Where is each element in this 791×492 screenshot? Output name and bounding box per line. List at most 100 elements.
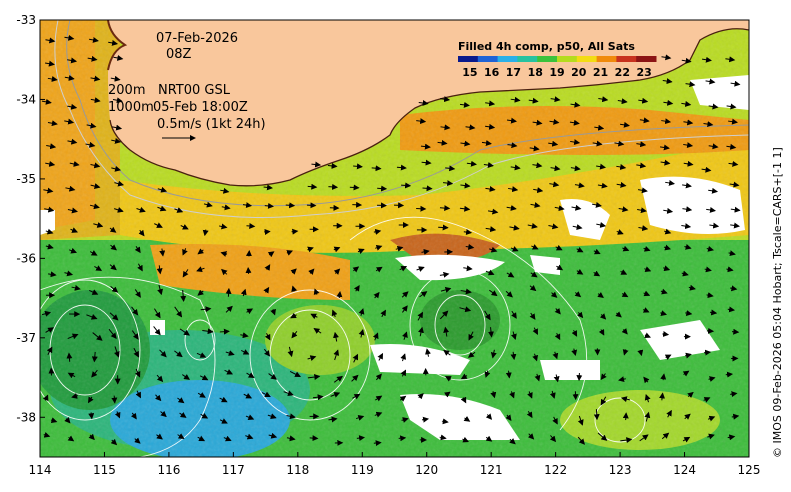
current-vector [113, 55, 124, 61]
current-vector [614, 140, 625, 147]
x-tick-label: 118 [286, 463, 309, 477]
current-vector [643, 245, 651, 252]
current-vector [156, 265, 163, 275]
current-vector [598, 329, 605, 336]
current-vector [621, 328, 628, 335]
current-vector [90, 162, 101, 169]
current-vector [644, 266, 652, 272]
current-vector [290, 312, 297, 319]
current-vector [401, 305, 408, 313]
current-vector [730, 222, 741, 229]
current-vector [286, 250, 293, 256]
current-vector [508, 186, 519, 193]
current-vector [485, 100, 496, 107]
current-vector [157, 284, 164, 296]
current-vector [576, 246, 584, 253]
current-vector [622, 245, 630, 252]
nrt-time-label: 05-Feb 18:00Z [153, 100, 248, 115]
current-vector [703, 349, 712, 356]
current-vector [597, 291, 604, 298]
current-vector [708, 143, 719, 150]
current-vector [375, 373, 382, 381]
current-vector [490, 391, 497, 399]
current-vector [155, 394, 162, 402]
current-vector [328, 183, 339, 190]
current-vector [87, 396, 94, 404]
current-vector [596, 221, 607, 228]
current-vector [90, 183, 101, 189]
current-vector [616, 164, 627, 170]
current-vector [483, 162, 494, 169]
current-vector [421, 416, 430, 423]
current-vector [598, 96, 609, 103]
current-vector [600, 373, 607, 381]
current-vector [307, 246, 314, 253]
current-vector [375, 395, 383, 402]
current-vector [507, 142, 518, 149]
current-vector [109, 264, 117, 271]
current-vector [637, 187, 648, 194]
current-vector [241, 349, 250, 355]
current-vector [47, 76, 58, 82]
current-vector [93, 222, 104, 228]
current-vector [110, 438, 118, 446]
current-vector [416, 118, 427, 125]
current-vector [419, 291, 428, 298]
current-vector [333, 375, 343, 383]
current-vector [87, 55, 98, 62]
current-vector [47, 120, 58, 127]
current-vector [485, 186, 496, 192]
colorbar-label: 22 [615, 66, 630, 79]
current-vector [45, 243, 54, 250]
current-vector [684, 413, 691, 420]
current-vector [351, 374, 359, 382]
current-vector [571, 348, 578, 357]
credit-text: © IMOS 09-Feb-2026 05:04 Hobart; Tscale=… [771, 147, 784, 458]
current-vector [109, 312, 119, 321]
current-vector [50, 417, 58, 424]
contour-1000-label: 1000m [108, 100, 154, 115]
current-vector [67, 333, 79, 340]
current-vector [726, 103, 737, 110]
colorbar-swatch [557, 56, 578, 62]
current-vector [221, 204, 231, 211]
current-vector [484, 310, 491, 321]
current-vector [240, 288, 247, 297]
current-vector [485, 123, 496, 130]
current-vector [659, 144, 670, 151]
y-tick-label: -33 [16, 13, 36, 27]
current-vector [460, 288, 472, 295]
current-vector [197, 435, 206, 442]
current-vector [683, 160, 694, 167]
current-vector [401, 291, 409, 298]
current-vector [529, 312, 536, 320]
current-vector [730, 80, 741, 87]
current-vector [283, 390, 294, 397]
current-vector [333, 246, 341, 253]
current-vector [110, 75, 121, 82]
current-vector [402, 331, 408, 340]
current-vector [726, 266, 734, 273]
current-vector [511, 331, 517, 341]
current-vector [597, 182, 608, 189]
current-vector [467, 351, 476, 358]
current-vector [131, 330, 139, 340]
current-vector [682, 206, 693, 213]
current-vector [599, 313, 607, 320]
current-vector [134, 246, 141, 254]
current-vector [441, 418, 449, 425]
current-vector [506, 271, 515, 278]
current-vector [728, 118, 738, 125]
current-vector [220, 187, 230, 194]
current-vector [135, 390, 141, 399]
current-vector [660, 159, 671, 166]
current-vector [246, 372, 255, 379]
current-vector [462, 436, 469, 443]
current-vector [727, 306, 736, 313]
sla-contour-east-outer [409, 269, 511, 381]
current-vector [731, 413, 740, 420]
current-vector [577, 436, 586, 445]
current-vector [460, 373, 468, 380]
current-vector [465, 124, 476, 131]
current-vector [569, 119, 580, 126]
